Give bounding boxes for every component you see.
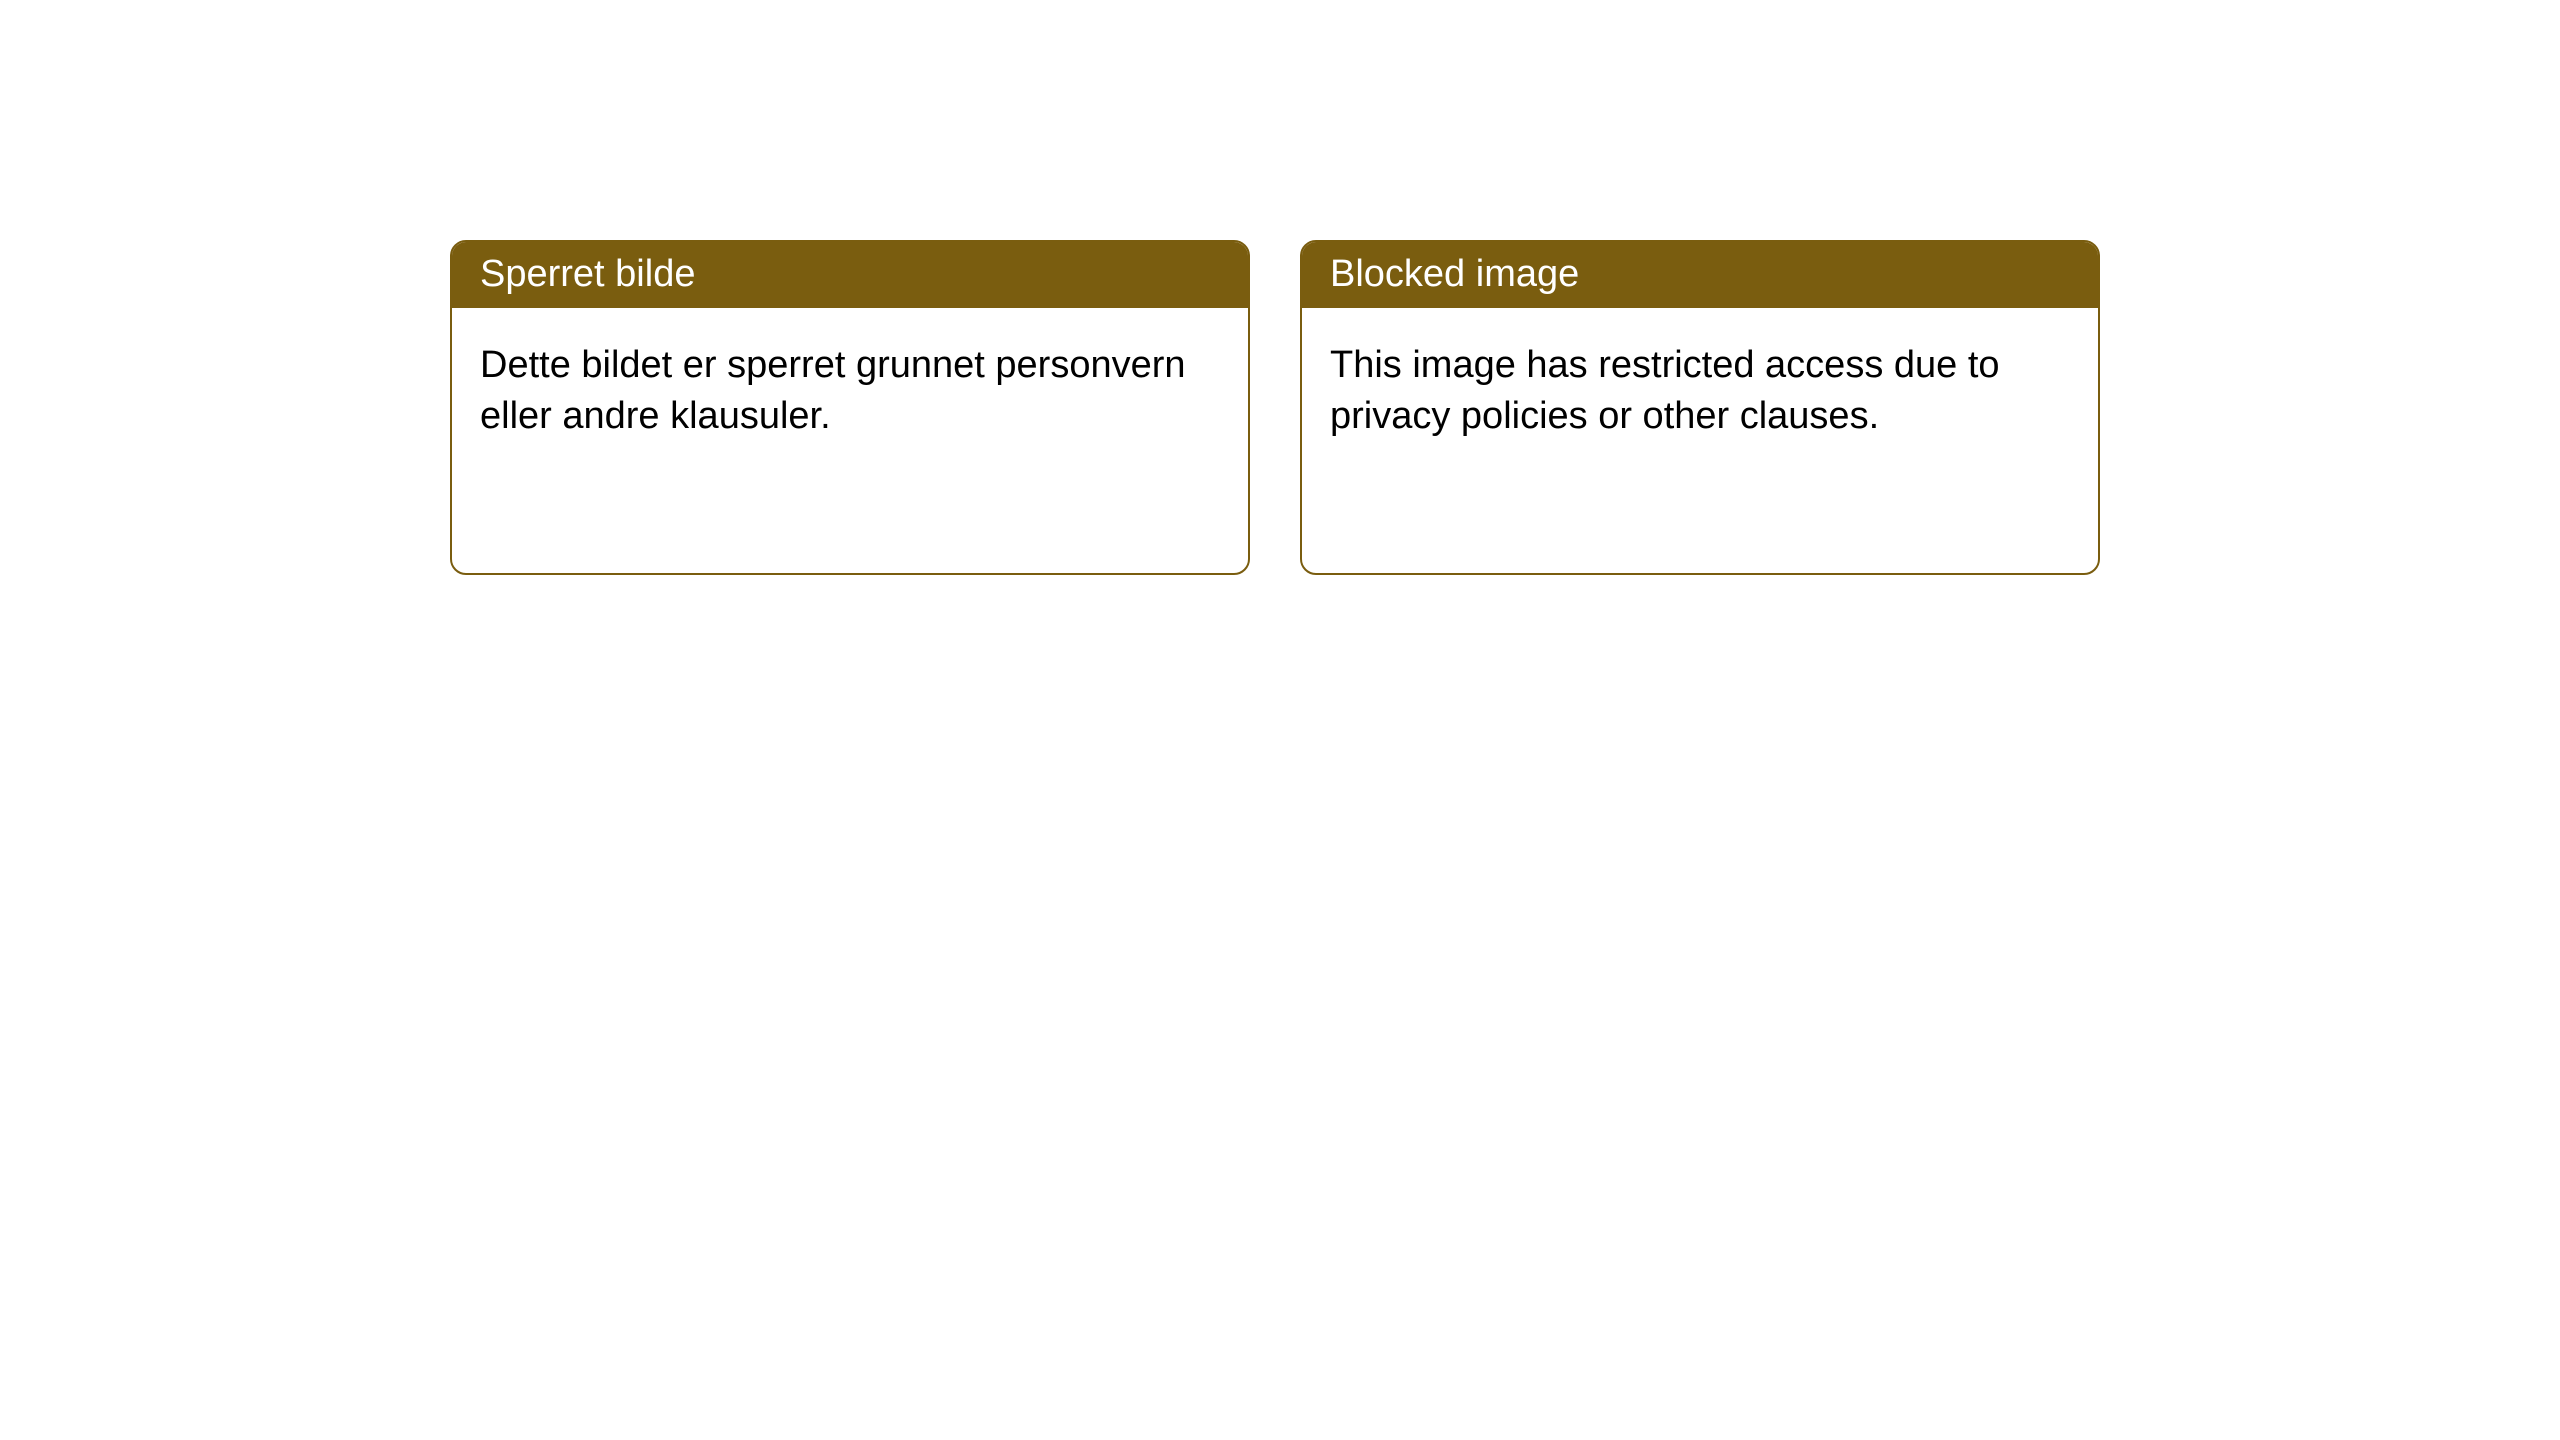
notice-title: Sperret bilde <box>452 242 1248 308</box>
notice-container: Sperret bilde Dette bildet er sperret gr… <box>0 0 2560 575</box>
notice-body: Dette bildet er sperret grunnet personve… <box>452 308 1248 475</box>
notice-title: Blocked image <box>1302 242 2098 308</box>
notice-card-norwegian: Sperret bilde Dette bildet er sperret gr… <box>450 240 1250 575</box>
notice-card-english: Blocked image This image has restricted … <box>1300 240 2100 575</box>
notice-body: This image has restricted access due to … <box>1302 308 2098 475</box>
